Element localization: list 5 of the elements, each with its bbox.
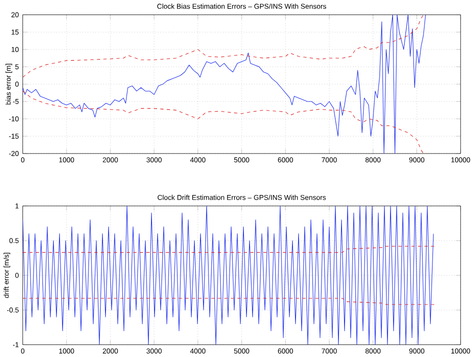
line-series: [22, 14, 424, 78]
line-series: [22, 298, 435, 305]
line-series: [22, 206, 434, 345]
line-series: [22, 246, 435, 253]
line-series: [22, 90, 424, 154]
